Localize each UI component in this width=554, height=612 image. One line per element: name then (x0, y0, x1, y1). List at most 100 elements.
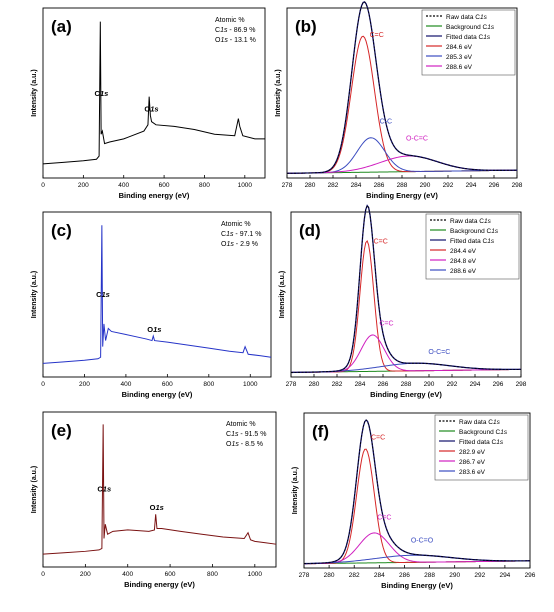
x-tick-label: 296 (493, 381, 504, 388)
atomic-percent-text: O1s - 8.5 % (226, 441, 263, 448)
atomic-percent-text: Atomic % (226, 421, 256, 428)
atomic-percent-text: Atomic % (215, 17, 245, 24)
x-tick-label: 800 (207, 571, 218, 578)
peak-annotation: C=C (379, 320, 393, 327)
legend-entry: 284.4 eV (450, 248, 477, 255)
legend-entry: Raw data C1s (450, 218, 492, 225)
legend-entry: 284.6 eV (446, 44, 473, 51)
x-tick-label: 600 (159, 182, 170, 189)
legend-entry: 286.7 eV (459, 459, 486, 466)
x-tick-label: 280 (324, 572, 335, 579)
x-tick-label: 282 (349, 572, 360, 579)
y-axis-label: Intensity (a.u.) (31, 271, 38, 318)
x-tick-label: 600 (165, 571, 176, 578)
legend-entry: Fitted data C1s (446, 34, 491, 41)
x-tick-label: 286 (399, 572, 410, 579)
legend-entry: Background C1s (446, 24, 495, 31)
y-axis-label: Intensity (a.u.) (275, 69, 282, 116)
panel-label: (a) (51, 17, 72, 36)
x-tick-label: 200 (80, 571, 91, 578)
survey-spectrum-line (42, 21, 265, 165)
peak-annotation: O-C=O (411, 537, 434, 544)
y-axis-label: Intensity (a.u.) (31, 466, 38, 513)
chart-panel-1: 278 280 282 284 286 288 290 292 294 296 298 Binding… (275, 1, 523, 200)
raw-data-line (290, 204, 522, 373)
x-tick-label: 284 (374, 572, 385, 579)
survey-spectrum-line (42, 225, 272, 364)
legend-entry: Background C1s (459, 429, 508, 436)
legend-entry: 284.8 eV (450, 258, 477, 265)
peak-label: C1s (97, 485, 111, 494)
legend-box (425, 213, 520, 280)
x-tick-label: 298 (512, 182, 523, 189)
atomic-percent-text: Atomic % (221, 221, 251, 228)
legend-entry: Fitted data C1s (459, 439, 504, 446)
chart-panel-4: 0 200 400 600 800 1000 Binding energy (eV) Inte… (31, 411, 277, 589)
peak-label: C1s (96, 290, 110, 299)
peak-annotation: C-C (380, 118, 392, 125)
atomic-percent-text: C1s - 86.9 % (215, 27, 255, 34)
panel-label: (c) (51, 221, 72, 240)
peak-annotation: O-C=C (406, 135, 428, 142)
chart-panel-5: 278 280 282 284 286 288 290 292 294 296 Binding En… (292, 412, 536, 590)
legend-entry: Raw data C1s (459, 419, 501, 426)
x-tick-label: 280 (309, 381, 320, 388)
x-tick-label: 284 (351, 182, 362, 189)
peak-label: O1s (144, 104, 158, 113)
legend-entry: Background C1s (450, 228, 499, 235)
x-tick-label: 200 (79, 381, 90, 388)
x-tick-label: 292 (447, 381, 458, 388)
atomic-percent-text: C1s - 91.5 % (226, 431, 266, 438)
x-tick-label: 278 (286, 381, 297, 388)
x-axis-label: Binding energy (eV) (119, 191, 190, 200)
x-tick-label: 290 (424, 381, 435, 388)
peak-label: O1s (147, 325, 161, 334)
x-tick-label: 288 (424, 572, 435, 579)
peak-annotation: C=C (374, 238, 388, 245)
x-tick-label: 286 (374, 182, 385, 189)
x-tick-label: 290 (420, 182, 431, 189)
x-tick-label: 296 (525, 572, 536, 579)
atomic-percent-text: C1s - 97.1 % (221, 231, 261, 238)
x-tick-label: 296 (489, 182, 500, 189)
legend-entry: 285.3 eV (446, 54, 473, 61)
peak-annotation: C=C (377, 515, 391, 522)
legend-entry: 283.6 eV (459, 469, 486, 476)
panel-label: (e) (51, 421, 72, 440)
peak-label: O1s (150, 503, 164, 512)
x-tick-label: 278 (282, 182, 293, 189)
y-axis-label: Intensity (a.u.) (292, 467, 299, 514)
x-tick-label: 282 (332, 381, 343, 388)
chart-panel-2: 0 200 400 600 800 1000 Binding energy (eV) Inte… (31, 211, 272, 399)
component-peak-line (303, 532, 531, 565)
atomic-percent-text: O1s - 13.1 % (215, 37, 256, 44)
x-tick-label: 284 (355, 381, 366, 388)
x-tick-label: 294 (470, 381, 481, 388)
legend-entry: Fitted data C1s (450, 238, 495, 245)
panel-label: (b) (295, 17, 317, 36)
x-axis-label: Binding Energy (eV) (381, 581, 453, 590)
legend-entry: 288.6 eV (446, 64, 473, 71)
peak-annotation: O-C=C (428, 349, 450, 356)
x-tick-label: 800 (203, 381, 214, 388)
x-tick-label: 1000 (243, 381, 258, 388)
x-tick-label: 290 (449, 572, 460, 579)
x-tick-label: 200 (78, 182, 89, 189)
chart-panel-3: 278 280 282 284 286 288 290 292 294 296 298 Binding… (279, 204, 527, 399)
x-tick-label: 400 (120, 381, 131, 388)
x-tick-label: 292 (443, 182, 454, 189)
legend-entry: 282.9 eV (459, 449, 486, 456)
peak-annotation: C=C (371, 435, 385, 442)
legend-entry: 288.6 eV (450, 268, 477, 275)
x-tick-label: 0 (41, 182, 45, 189)
x-tick-label: 278 (299, 572, 310, 579)
legend-box (434, 414, 529, 481)
y-axis-label: Intensity (a.u.) (279, 271, 286, 318)
x-tick-label: 0 (41, 381, 45, 388)
x-tick-label: 0 (41, 571, 45, 578)
x-tick-label: 288 (401, 381, 412, 388)
x-tick-label: 280 (305, 182, 316, 189)
plot-frame (42, 7, 266, 179)
x-axis-label: Binding energy (eV) (124, 580, 195, 589)
